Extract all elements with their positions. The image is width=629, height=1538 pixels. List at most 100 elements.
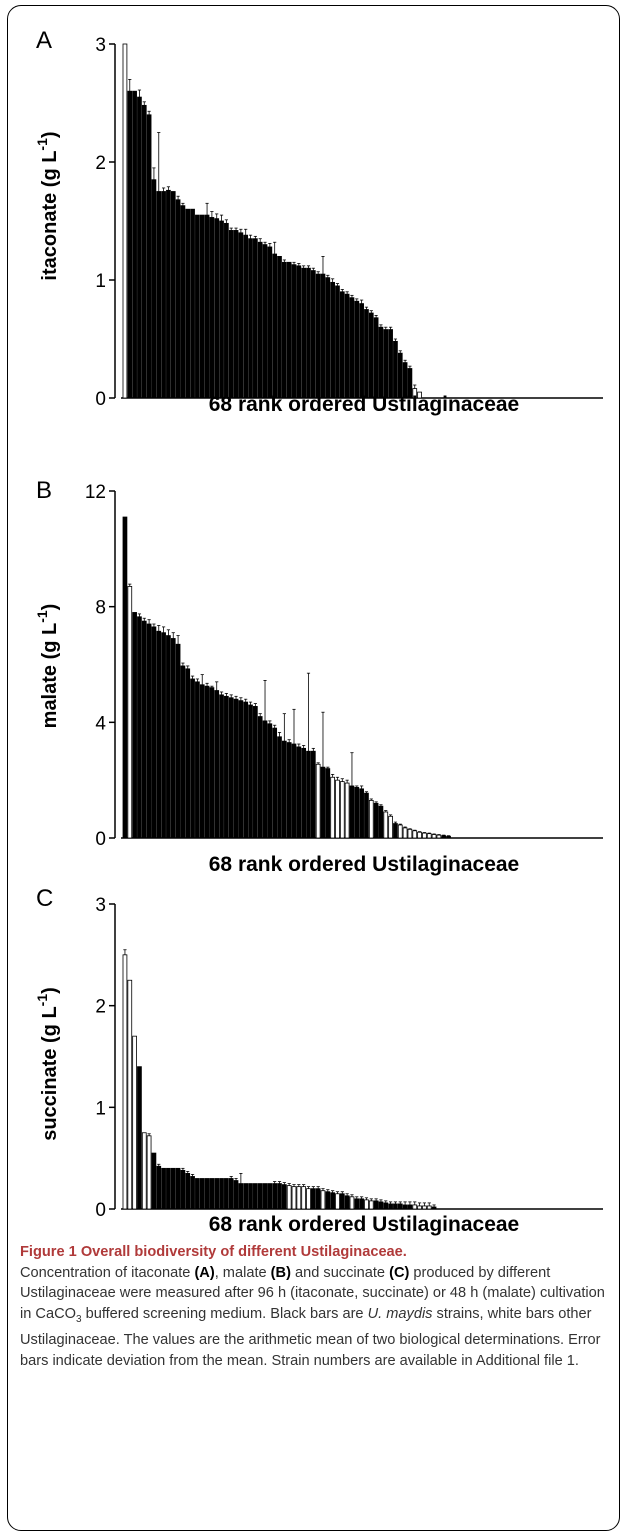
bar-u-maydis — [306, 267, 311, 399]
y-axis-label: succinate (g L-1) — [34, 987, 61, 1141]
bar-other-species — [397, 824, 403, 839]
bar-u-maydis — [286, 742, 292, 839]
bar-u-maydis — [320, 273, 326, 399]
panel-c: C 0 1 2 3 succinate (g L-1) 68 rank ordered… — [8, 878, 620, 1238]
bar-u-maydis — [267, 246, 273, 399]
bar-other-species — [335, 779, 340, 839]
bar-u-maydis — [132, 612, 137, 839]
bar-u-maydis — [373, 1200, 379, 1210]
y-tick-label: 8 — [95, 598, 106, 619]
x-axis-label: 68 rank ordered Ustilaginaceae — [209, 1213, 519, 1236]
bar-u-maydis — [441, 835, 447, 839]
bar-u-maydis — [359, 788, 364, 839]
bar-other-species — [431, 834, 437, 839]
bar-u-maydis — [281, 261, 287, 399]
bar-other-species — [315, 763, 321, 839]
bar-other-species — [349, 1196, 355, 1210]
x-axis-label: 68 rank ordered Ustilaginaceae — [209, 393, 519, 416]
bar-u-maydis — [161, 1167, 166, 1210]
bar-u-maydis — [151, 179, 157, 399]
bar-u-maydis — [296, 265, 302, 399]
bar-u-maydis — [238, 1183, 244, 1210]
figure-caption: Figure 1 Overall biodiversity of differe… — [20, 1242, 610, 1371]
bar-u-maydis — [272, 253, 278, 399]
caption-text: strains, white bars other Ustilaginaceae… — [20, 1305, 601, 1369]
bar-u-maydis — [175, 199, 181, 399]
bar-u-maydis — [233, 230, 239, 399]
figure-frame — [7, 5, 620, 1531]
bar-u-maydis — [180, 1169, 186, 1210]
bar-other-species — [402, 827, 408, 839]
bar-u-maydis — [195, 681, 200, 839]
bar-u-maydis — [132, 90, 137, 399]
bar-u-maydis — [185, 208, 191, 399]
bar-other-species — [388, 815, 393, 839]
bar-u-maydis — [344, 293, 350, 399]
panel-letter: A — [36, 27, 52, 54]
caption-title: Figure 1 Overall biodiversity of differe… — [20, 1244, 407, 1260]
bar-u-maydis — [272, 1183, 278, 1210]
bar-u-maydis — [190, 208, 195, 399]
bar-other-species — [122, 954, 128, 1210]
bar-u-maydis — [262, 244, 268, 399]
y-tick-label: 2 — [95, 153, 106, 174]
bar-u-maydis — [243, 701, 249, 839]
plot-area: 0 1 2 3 — [95, 35, 603, 410]
bar-u-maydis — [248, 1183, 253, 1210]
bar-u-maydis — [306, 750, 311, 839]
bar-u-maydis — [151, 626, 157, 839]
bar-u-maydis — [137, 1066, 142, 1210]
bar-u-maydis — [296, 746, 302, 839]
bar-other-species — [368, 1200, 374, 1210]
bar-u-maydis — [224, 695, 229, 839]
caption-text: produced by different Ustilaginaceae wer… — [20, 1264, 605, 1322]
bar-u-maydis — [330, 281, 335, 399]
bar-u-maydis — [253, 706, 258, 839]
bar-u-maydis — [383, 1202, 389, 1210]
bar-other-species — [412, 1204, 418, 1210]
bar-u-maydis — [354, 300, 360, 399]
bar-other-species — [335, 1193, 340, 1210]
bar-u-maydis — [248, 704, 253, 839]
y-tick-label: 1 — [95, 271, 106, 292]
caption-subscript: 3 — [75, 1313, 82, 1325]
bar-u-maydis — [185, 668, 191, 839]
bar-u-maydis — [228, 230, 234, 399]
bar-other-species — [426, 1205, 432, 1210]
caption-text: , malate — [214, 1264, 271, 1281]
bar-u-maydis — [199, 684, 205, 839]
bar-u-maydis — [339, 291, 345, 399]
bar-u-maydis — [180, 665, 186, 839]
bar-u-maydis — [354, 1198, 360, 1210]
bar-u-maydis — [243, 234, 249, 399]
bar-u-maydis — [262, 720, 268, 839]
bar-u-maydis — [166, 189, 171, 399]
bar-u-maydis — [330, 1192, 335, 1210]
bar-u-maydis — [190, 1176, 195, 1210]
bar-u-maydis — [195, 214, 200, 399]
bar-u-maydis — [373, 317, 379, 399]
bar-u-maydis — [156, 630, 162, 839]
bar-u-maydis — [257, 241, 263, 399]
bar-u-maydis — [291, 264, 297, 399]
bar-u-maydis — [141, 104, 147, 399]
y-tick-label: 0 — [95, 389, 106, 410]
bar-u-maydis — [393, 823, 398, 839]
bar-other-species — [368, 800, 374, 839]
bar-u-maydis — [291, 743, 297, 839]
bar-u-maydis — [238, 232, 244, 399]
bar-u-maydis — [272, 727, 278, 839]
bar-u-maydis — [281, 1184, 287, 1210]
bar-u-maydis — [190, 678, 195, 839]
bar-u-maydis — [373, 802, 379, 839]
bar-u-maydis — [397, 1203, 403, 1210]
bar-u-maydis — [277, 736, 282, 839]
bar-other-species — [417, 831, 422, 839]
bar-u-maydis — [238, 700, 244, 839]
y-tick-label: 12 — [85, 482, 106, 503]
bar-u-maydis — [146, 114, 152, 399]
bar-u-maydis — [199, 1178, 205, 1210]
bar-other-species — [306, 1188, 311, 1210]
caption-ref-b: (B) — [270, 1264, 291, 1281]
bar-other-species — [422, 1205, 427, 1210]
